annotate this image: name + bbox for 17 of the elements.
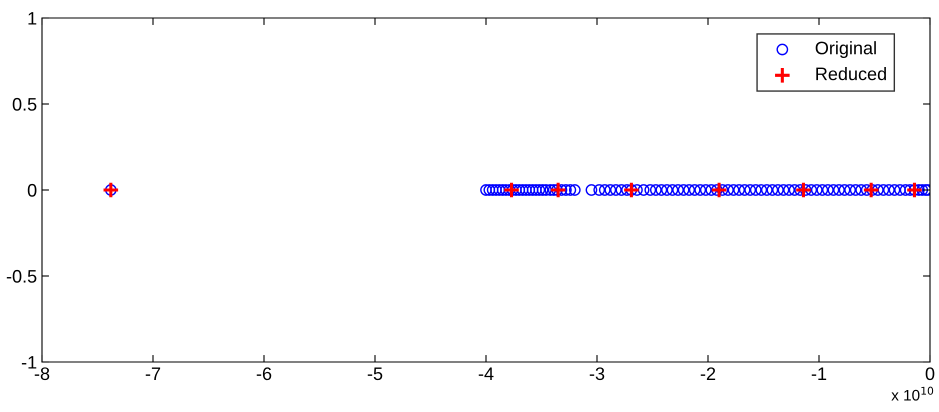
x-tick-label: -5 (368, 368, 382, 380)
x-tick-label: -2 (700, 367, 716, 380)
x-tick-label: -4 (478, 368, 494, 380)
y-tick-label: 0 (28, 184, 36, 197)
text: x 10$^{10}$ (891, 386, 934, 401)
legend-label: Original (816, 41, 876, 58)
y-tick-label: 0.5 (12, 98, 36, 111)
y-tick-label: -0.5 (6, 270, 36, 283)
y-tick-label: 1 (28, 12, 36, 25)
x-tick-label: -7 (146, 368, 160, 380)
x-tick-label: -3 (590, 367, 604, 380)
y-tick-label: -1 (22, 356, 36, 369)
x-tick-label: -1 (812, 368, 826, 380)
x-tick-label: -8 (34, 367, 50, 380)
x-tick-label: 0 (926, 367, 934, 380)
x-tick-label: -6 (256, 367, 272, 380)
legend-label: Reduced (816, 66, 886, 80)
